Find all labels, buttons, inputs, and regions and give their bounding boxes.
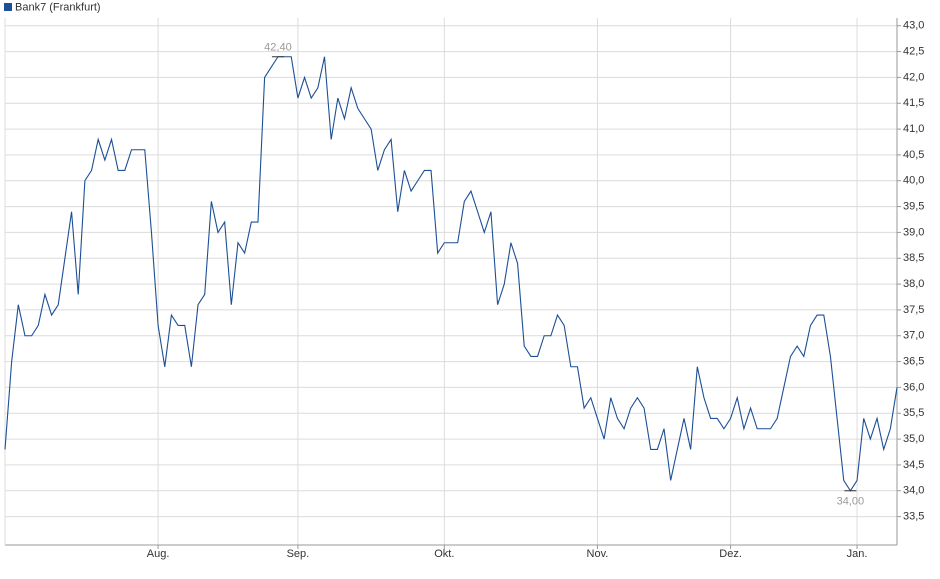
x-tick-label: Sep. [287,548,310,560]
y-tick-label: 40,5 [903,149,924,161]
y-tick-label: 42,0 [903,71,924,83]
y-tick-label: 42,5 [903,45,924,57]
x-tick-label: Okt. [434,548,454,560]
y-tick-label: 38,5 [903,252,924,264]
y-tick-label: 38,0 [903,278,924,290]
y-tick-label: 39,5 [903,200,924,212]
y-tick-label: 40,0 [903,175,924,187]
y-tick-label: 36,5 [903,355,924,367]
extreme-label: 42,40 [264,42,292,54]
x-tick-label: Dez. [719,548,742,560]
y-tick-label: 39,0 [903,226,924,238]
y-tick-label: 35,5 [903,407,924,419]
legend-label: Bank7 (Frankfurt) [15,1,101,13]
y-tick-label: 37,0 [903,330,924,342]
y-tick-label: 41,5 [903,97,924,109]
y-tick-label: 41,0 [903,123,924,135]
x-tick-label: Jan. [847,548,868,560]
price-line [4,56,898,492]
y-tick-label: 33,5 [903,510,924,522]
y-tick-label: 34,0 [903,485,924,497]
x-tick-label: Aug. [147,548,170,560]
y-tick-label: 34,5 [903,459,924,471]
x-tick-label: Nov. [587,548,609,560]
y-tick-label: 43,0 [903,20,924,32]
y-tick-label: 37,5 [903,304,924,316]
y-tick-label: 36,0 [903,381,924,393]
y-tick-label: 35,0 [903,433,924,445]
extreme-label: 34,00 [837,496,865,508]
legend-swatch [4,3,12,11]
